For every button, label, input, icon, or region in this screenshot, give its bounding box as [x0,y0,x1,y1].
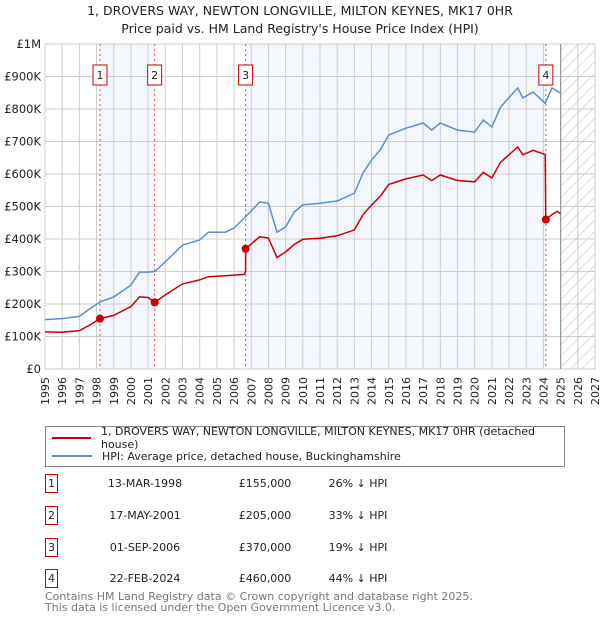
transaction-price: £370,000 [238,541,292,554]
x-tick-label: 2013 [348,377,361,405]
sale-label-box [538,64,554,86]
x-tick-label: 2007 [245,377,258,405]
y-tick-label: £600K [4,167,41,181]
x-tick-label: 2024 [537,377,550,405]
transaction-row: 2 17-MAY-2001 £205,000 33% ↓ HPI [45,506,445,526]
y-tick-label: £200K [4,297,41,311]
x-tick-label: 2022 [503,377,516,405]
sale-point [241,244,250,253]
legend-swatch-red [52,437,91,439]
x-tick-label: 2006 [228,377,241,405]
x-tick-label: 2016 [400,377,413,405]
sale-label: 4 [542,69,549,82]
x-tick-label: 2012 [331,377,344,405]
legend: 1, DROVERS WAY, NEWTON LONGVILLE, MILTON… [45,425,565,467]
transaction-hpi-diff: 26% ↓ HPI [328,477,388,490]
sale-label: 1 [97,69,104,82]
sale-label-box [92,64,108,86]
x-tick-label: 1995 [39,377,52,405]
x-tick-label: 2008 [262,377,275,405]
x-tick-label: 1998 [91,377,104,405]
transaction-date: 13-MAR-1998 [107,477,183,490]
chart-title: 1, DROVERS WAY, NEWTON LONGVILLE, MILTON… [87,3,513,18]
x-tick-label: 2002 [159,377,172,405]
sale-point [150,298,159,307]
sale-label-box [147,64,163,86]
y-tick-label: £0 [26,362,41,376]
y-tick-label: £1M [16,37,41,51]
transaction-row: 1 13-MAR-1998 £155,000 26% ↓ HPI [45,474,445,494]
transaction-marker: 2 [45,506,58,525]
chart-subtitle: Price paid vs. HM Land Registry's House … [121,21,479,36]
y-tick-label: £700K [4,135,41,149]
legend-swatch-blue [52,455,92,457]
transaction-date: 17-MAY-2001 [109,509,181,522]
transaction-row: 3 01-SEP-2006 £370,000 19% ↓ HPI [45,538,445,558]
x-tick-label: 2015 [383,377,396,405]
x-tick-label: 2009 [280,377,293,405]
transaction-date: 22-FEB-2024 [109,572,181,585]
legend-item-property: 1, DROVERS WAY, NEWTON LONGVILLE, MILTON… [52,425,564,451]
x-tick-label: 2004 [194,377,207,405]
x-tick-label: 2003 [177,377,190,405]
y-tick-label: £500K [4,200,41,214]
transaction-price: £205,000 [238,509,292,522]
line-chart: 1995 1996 1997 1998 1999 2000 2001 2002 2003 2004… [4,37,600,405]
series-line [44,145,562,334]
x-tick-label: 2023 [520,377,533,405]
transaction-hpi-diff: 33% ↓ HPI [328,509,388,522]
x-tick-label: 2005 [211,377,224,405]
legend-label-property: 1, DROVERS WAY, NEWTON LONGVILLE, MILTON… [100,425,536,451]
legend-label-hpi: HPI: Average price, detached house, Buck… [102,449,401,463]
legend-item-hpi: HPI: Average price, detached house, Buck… [52,448,401,464]
x-tick-label: 2011 [314,377,327,405]
x-tick-label: 1997 [73,377,86,405]
x-tick-label: 2014 [366,377,379,405]
transaction-row: 4 22-FEB-2024 £460,000 44% ↓ HPI [45,569,445,589]
y-tick-label: £100K [4,330,41,344]
sale-label: 2 [151,69,158,82]
x-tick-label: 2019 [452,377,465,405]
y-tick-label: £300K [4,265,41,279]
transaction-marker: 4 [45,569,58,588]
x-tick-label: 2000 [125,377,138,405]
x-tick-label: 1999 [108,377,121,405]
x-tick-label: 1996 [56,377,69,405]
transaction-marker: 1 [45,474,58,493]
x-tick-label: 2027 [589,377,600,405]
footer-licence: This data is licensed under the Open Gov… [45,601,396,614]
x-tick-label: 2010 [297,377,310,405]
x-tick-label: 2017 [417,377,430,405]
y-tick-label: £400K [4,232,41,246]
transaction-hpi-diff: 44% ↓ HPI [328,572,388,585]
footer-copyright: Contains HM Land Registry data © Crown c… [45,590,473,603]
sale-point [96,314,104,323]
x-tick-label: 2026 [572,377,585,405]
y-tick-label: £900K [4,70,41,84]
y-tick-label: £800K [4,102,41,116]
transaction-hpi-diff: 19% ↓ HPI [328,541,388,554]
x-tick-label: 2020 [469,377,482,405]
x-tick-label: 2025 [555,377,568,405]
series-line [44,86,561,321]
transaction-date: 01-SEP-2006 [109,541,181,554]
sale-point [541,215,550,224]
transaction-price: £460,000 [238,572,292,585]
transaction-marker: 3 [45,538,58,557]
x-tick-label: 2001 [142,377,155,405]
x-tick-label: 2021 [486,377,499,405]
sale-label: 3 [242,69,249,82]
sale-label-box [238,64,254,86]
x-tick-label: 2018 [434,377,447,405]
transaction-price: £155,000 [238,477,292,490]
